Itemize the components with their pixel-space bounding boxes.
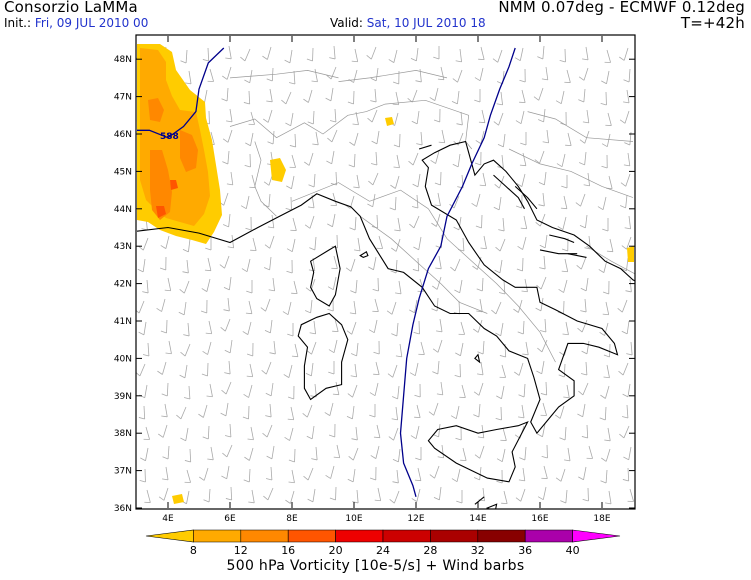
country-borders	[229, 70, 635, 363]
lon-label: 12E	[407, 514, 424, 524]
colorbar-label: 40	[566, 544, 580, 557]
latitude-labels: 48N 47N 46N 45N 44N 43N 42N 41N 40N 39N 38N 37N 36N	[114, 55, 132, 514]
lat-label: 43N	[114, 242, 132, 252]
init-value: Fri, 09 JUL 2010 00	[34, 16, 149, 30]
colorbar-label: 20	[329, 544, 343, 557]
lon-label: 14E	[469, 514, 486, 524]
coastline	[136, 140, 635, 509]
vorticity-shading	[137, 44, 634, 504]
axis-ticks	[136, 36, 635, 509]
longitude-labels: 4E 6E 8E 10E 12E 14E 16E 18E	[162, 514, 611, 524]
lat-label: 39N	[114, 392, 132, 402]
init-time: Init.: Fri, 09 JUL 2010 00	[4, 16, 148, 30]
colorbar-segment	[240, 529, 289, 543]
lon-label: 18E	[593, 514, 610, 524]
valid-value: Sat, 10 JUL 2010 18	[366, 16, 486, 30]
colorbar-segment	[193, 529, 242, 543]
map-frame	[135, 34, 636, 510]
colorbar: 8 12 16 20 24 28 32 36 40	[145, 529, 621, 557]
colorbar-label: 8	[190, 544, 197, 557]
lat-label: 40N	[114, 354, 132, 364]
colorbar-label: 12	[234, 544, 248, 557]
lat-label: 36N	[114, 504, 132, 514]
init-label: Init.:	[4, 16, 32, 30]
colorbar-label: 24	[376, 544, 390, 557]
valid-label: Valid:	[330, 16, 363, 30]
colorbar-label: 32	[471, 544, 485, 557]
lat-label: 46N	[114, 130, 132, 140]
lat-label: 38N	[114, 429, 132, 439]
colorbar-segment	[382, 529, 431, 543]
model-title: NMM 0.07deg - ECMWF 0.12deg	[498, 0, 745, 16]
lat-label: 37N	[114, 467, 132, 477]
lon-label: 8E	[286, 514, 298, 524]
lat-label: 45N	[114, 167, 132, 177]
colorbar-segment	[477, 529, 526, 543]
lat-label: 47N	[114, 93, 132, 103]
colorbar-segment	[335, 529, 384, 543]
lat-label: 44N	[114, 205, 132, 215]
colorbar-segment	[287, 529, 336, 543]
colorbar-label: 28	[423, 544, 437, 557]
colorbar-segment	[430, 529, 479, 543]
lat-label: 41N	[114, 317, 132, 327]
caption: 500 hPa Vorticity [10e-5/s] + Wind barbs	[226, 558, 525, 574]
lon-label: 16E	[531, 514, 548, 524]
lon-label: 10E	[345, 514, 362, 524]
lon-label: 6E	[224, 514, 236, 524]
source-title: Consorzio LaMMa	[4, 0, 138, 16]
colorbar-segment	[572, 529, 621, 543]
geopotential-contours	[137, 47, 516, 497]
lat-label: 48N	[114, 55, 132, 65]
colorbar-label: 16	[281, 544, 295, 557]
contour-label: 588	[160, 132, 179, 142]
wind-barbs	[136, 45, 634, 505]
lat-label: 42N	[114, 280, 132, 290]
colorbar-segment	[524, 529, 573, 543]
lead-time: T=+42h	[680, 14, 745, 32]
colorbar-segment	[145, 529, 194, 543]
lon-label: 4E	[162, 514, 174, 524]
valid-time: Valid: Sat, 10 JUL 2010 18	[330, 16, 486, 30]
colorbar-label: 36	[518, 544, 532, 557]
